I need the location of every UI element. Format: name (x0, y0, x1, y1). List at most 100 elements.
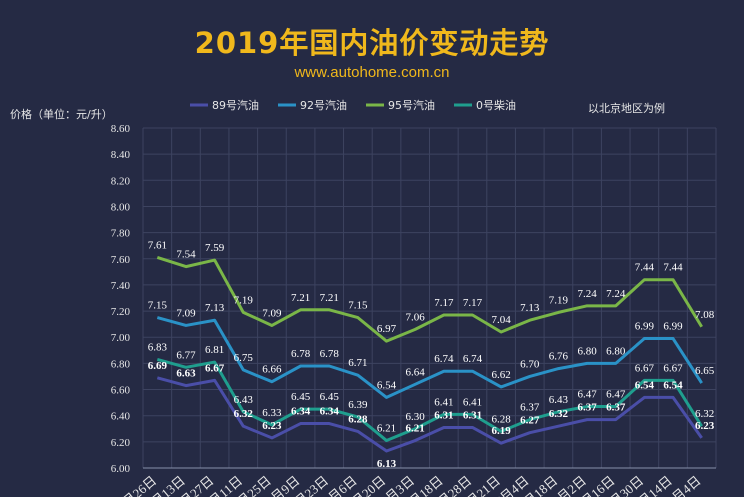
chart-title: 2019年国内油价变动走势 (194, 26, 550, 60)
data-label: 6.65 (695, 365, 715, 377)
legend-label: 92号汽油 (300, 98, 347, 112)
series-line (156, 358, 703, 443)
data-label: 6.80 (606, 345, 626, 357)
series-line (156, 376, 703, 453)
legend-label: 89号汽油 (212, 98, 259, 112)
y-tick-label: 7.40 (111, 280, 131, 292)
data-label: 6.64 (406, 366, 426, 378)
data-label: 6.77 (176, 349, 196, 361)
data-label: 7.19 (549, 294, 569, 306)
data-label: 6.33 (262, 407, 282, 419)
data-label: 7.17 (434, 297, 454, 309)
data-label: 6.34 (320, 406, 340, 418)
x-tick-label: 12月26日 (110, 473, 159, 497)
data-label: 6.21 (377, 423, 396, 435)
y-tick-label: 6.80 (111, 358, 131, 370)
data-label: 6.99 (635, 321, 655, 333)
data-label: 7.15 (148, 300, 168, 312)
data-label: 6.43 (549, 394, 569, 406)
data-label: 6.71 (348, 357, 367, 369)
y-tick-label: 8.20 (111, 175, 131, 187)
data-label: 6.37 (606, 402, 626, 414)
data-label: 7.44 (635, 262, 655, 274)
data-label: 7.21 (320, 292, 339, 304)
y-tick-label: 7.60 (111, 254, 131, 266)
data-label: 7.61 (148, 239, 167, 251)
data-label: 7.15 (348, 300, 368, 312)
data-label: 6.47 (577, 389, 597, 401)
data-label: 6.28 (348, 413, 368, 425)
data-label: 6.32 (695, 408, 714, 420)
series-line (156, 256, 703, 343)
data-label: 6.54 (663, 379, 683, 391)
data-label: 6.32 (234, 408, 254, 420)
legend-label: 95号汽油 (388, 98, 435, 112)
data-label: 6.54 (635, 379, 655, 391)
data-label: 6.80 (577, 345, 597, 357)
data-label: 6.69 (148, 360, 168, 372)
data-label: 6.75 (234, 352, 254, 364)
data-label: 6.28 (492, 413, 512, 425)
data-label: 6.41 (463, 396, 482, 408)
data-label: 7.44 (663, 262, 683, 274)
data-label: 6.45 (320, 391, 340, 403)
data-label: 6.74 (463, 353, 483, 365)
data-label: 7.24 (606, 288, 626, 300)
data-label: 6.78 (291, 348, 311, 360)
y-tick-label: 8.00 (111, 201, 131, 213)
data-label: 6.32 (549, 408, 569, 420)
data-label: 7.17 (463, 297, 483, 309)
data-label: 6.31 (434, 409, 453, 421)
data-label: 6.67 (205, 362, 225, 374)
series-line (156, 316, 703, 399)
legend-label: 0号柴油 (476, 98, 516, 112)
y-tick-label: 6.20 (111, 437, 131, 449)
data-label: 6.67 (663, 362, 683, 374)
y-tick-label: 7.80 (111, 228, 131, 240)
region-note: 以北京地区为例 (588, 102, 665, 115)
data-label: 6.37 (520, 402, 540, 414)
y-tick-label: 6.60 (111, 385, 131, 397)
y-tick-label: 8.40 (111, 149, 131, 161)
data-label: 7.06 (406, 311, 426, 323)
data-label: 7.21 (291, 292, 310, 304)
data-label: 7.04 (492, 314, 512, 326)
data-label: 6.76 (549, 351, 569, 363)
y-tick-label: 6.40 (111, 411, 131, 423)
data-label: 7.09 (262, 307, 282, 319)
data-label: 6.37 (577, 402, 597, 414)
data-label: 6.39 (348, 399, 368, 411)
chart-subtitle: www.autohome.com.cn (294, 64, 450, 81)
data-label: 6.78 (320, 348, 340, 360)
data-label: 6.74 (434, 353, 454, 365)
y-tick-label: 7.00 (111, 332, 131, 344)
data-label: 6.66 (262, 364, 282, 376)
data-label: 6.83 (148, 341, 168, 353)
data-label: 6.63 (176, 368, 196, 380)
data-label: 6.41 (434, 396, 453, 408)
data-label: 7.19 (234, 294, 254, 306)
data-label: 6.47 (606, 389, 626, 401)
data-label: 6.62 (492, 369, 511, 381)
data-label: 6.34 (291, 406, 311, 418)
data-label: 7.13 (520, 302, 540, 314)
data-label: 6.45 (291, 391, 311, 403)
y-tick-label: 6.00 (111, 463, 131, 475)
data-label: 6.99 (663, 321, 683, 333)
data-label: 6.67 (635, 362, 655, 374)
data-label: 6.54 (377, 379, 397, 391)
data-label: 7.59 (205, 242, 225, 254)
data-label: 6.23 (695, 420, 715, 432)
data-label: 6.31 (463, 409, 482, 421)
data-label: 7.24 (577, 288, 597, 300)
data-label: 6.21 (406, 423, 425, 435)
data-label: 7.09 (176, 307, 196, 319)
data-label: 6.81 (205, 344, 224, 356)
y-axis-label: 价格（单位：元/升） (10, 108, 113, 121)
y-tick-label: 8.60 (111, 123, 131, 135)
y-tick-label: 7.20 (111, 306, 131, 318)
data-label: 6.30 (406, 411, 426, 423)
data-label: 6.97 (377, 323, 397, 335)
